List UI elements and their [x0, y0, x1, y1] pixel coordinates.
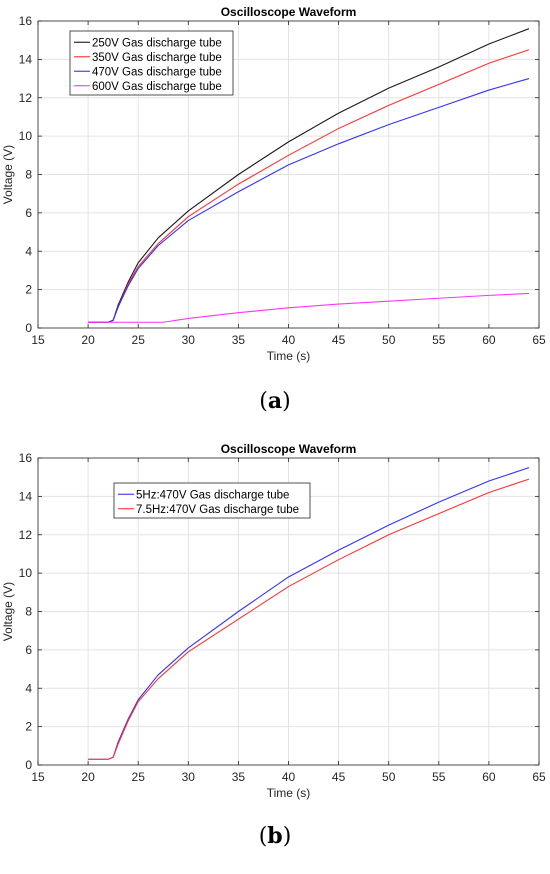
y-tick-label: 8: [25, 168, 32, 182]
legend: 5Hz:470V Gas discharge tube 7.5Hz:470V Ga…: [113, 482, 311, 519]
x-tick-label: 20: [81, 770, 95, 784]
legend-label-1: 5Hz:470V Gas discharge tube: [136, 489, 289, 501]
x-tick-label: 30: [182, 333, 196, 347]
legend-label-2: 350V Gas discharge tube: [92, 52, 222, 64]
y-tick-label: 6: [25, 643, 32, 657]
y-axis-label: Voltage (V): [1, 145, 15, 204]
chart-a: 15 20 25 30 35 40 45 50 55 60 65 0 2 4 6 8 10 12 14 16 Oscil…: [1, 5, 546, 363]
y-tick-label: 4: [25, 244, 32, 258]
x-axis-label: Time (s): [267, 349, 311, 363]
y-tick-label: 14: [19, 489, 33, 503]
y-tick-label: 10: [19, 129, 33, 143]
chart-panel-b: 15 20 25 30 35 40 45 50 55 60 65 0 2 4 6 8 10 12 14 16 Oscil…: [0, 437, 550, 874]
x-tick-label: 65: [532, 333, 546, 347]
caption-b: (b): [258, 823, 292, 849]
x-tick-label: 65: [532, 770, 546, 784]
x-tick-label: 50: [382, 333, 396, 347]
caption-a-letter: a: [267, 388, 283, 414]
y-tick-label: 0: [25, 758, 32, 772]
legend-label-1: 250V Gas discharge tube: [92, 37, 222, 49]
y-tick-label: 12: [19, 91, 33, 105]
x-tick-label: 15: [31, 333, 45, 347]
legend-box: [69, 30, 234, 96]
series-line-2: [88, 478, 530, 760]
y-tick-label: 8: [25, 605, 32, 619]
x-tick-label: 30: [182, 770, 196, 784]
x-tick-label: 35: [232, 333, 246, 347]
caption-b-letter: b: [267, 823, 283, 849]
x-tick-label: 55: [432, 333, 446, 347]
x-tick-label: 60: [482, 333, 496, 347]
y-tick-label: 16: [19, 14, 33, 28]
legend-label-3: 470V Gas discharge tube: [92, 66, 222, 78]
legend-label-4: 600V Gas discharge tube: [92, 81, 222, 93]
x-tick-label: 25: [132, 770, 146, 784]
y-tick-label: 4: [25, 681, 32, 695]
x-tick-label: 40: [282, 333, 296, 347]
caption-a: (a): [259, 388, 291, 414]
x-tick-label: 35: [232, 770, 246, 784]
legend-box: [113, 482, 311, 519]
x-tick-label: 25: [132, 333, 146, 347]
y-axis-label: Voltage (V): [1, 582, 15, 641]
x-tick-label: 20: [81, 333, 95, 347]
legend-label-2: 7.5Hz:470V Gas discharge tube: [136, 504, 299, 516]
y-tick-label: 16: [19, 451, 33, 465]
chart-panel-a: 15 20 25 30 35 40 45 50 55 60 65 0 2 4 6 8 10 12 14 16 Oscil…: [1, 5, 546, 414]
y-tick-label: 10: [19, 566, 33, 580]
x-tick-label: 55: [432, 770, 446, 784]
chart-title: Oscilloscope Waveform: [221, 5, 357, 19]
x-tick-label: 45: [332, 770, 346, 784]
x-axis-label: Time (s): [267, 786, 311, 800]
y-tick-label: 6: [25, 206, 32, 220]
x-tick-label: 40: [282, 770, 296, 784]
y-tick-label: 0: [25, 321, 32, 335]
x-tick-label: 60: [482, 770, 496, 784]
series-line-3: [88, 78, 530, 323]
series-line-4: [88, 292, 530, 323]
chart-b: 15 20 25 30 35 40 45 50 55 60 65 0 2 4 6 8 10 12 14 16 Oscil…: [1, 442, 546, 800]
legend: 250V Gas discharge tube 350V Gas discharg…: [69, 30, 234, 96]
y-tick-label: 12: [19, 528, 33, 542]
x-tick-label: 50: [382, 770, 396, 784]
chart-title: Oscilloscope Waveform: [221, 442, 357, 456]
x-tick-label: 15: [31, 770, 45, 784]
y-tick-label: 14: [19, 52, 33, 66]
y-tick-label: 2: [25, 283, 32, 297]
x-tick-label: 45: [332, 333, 346, 347]
y-tick-label: 2: [25, 720, 32, 734]
